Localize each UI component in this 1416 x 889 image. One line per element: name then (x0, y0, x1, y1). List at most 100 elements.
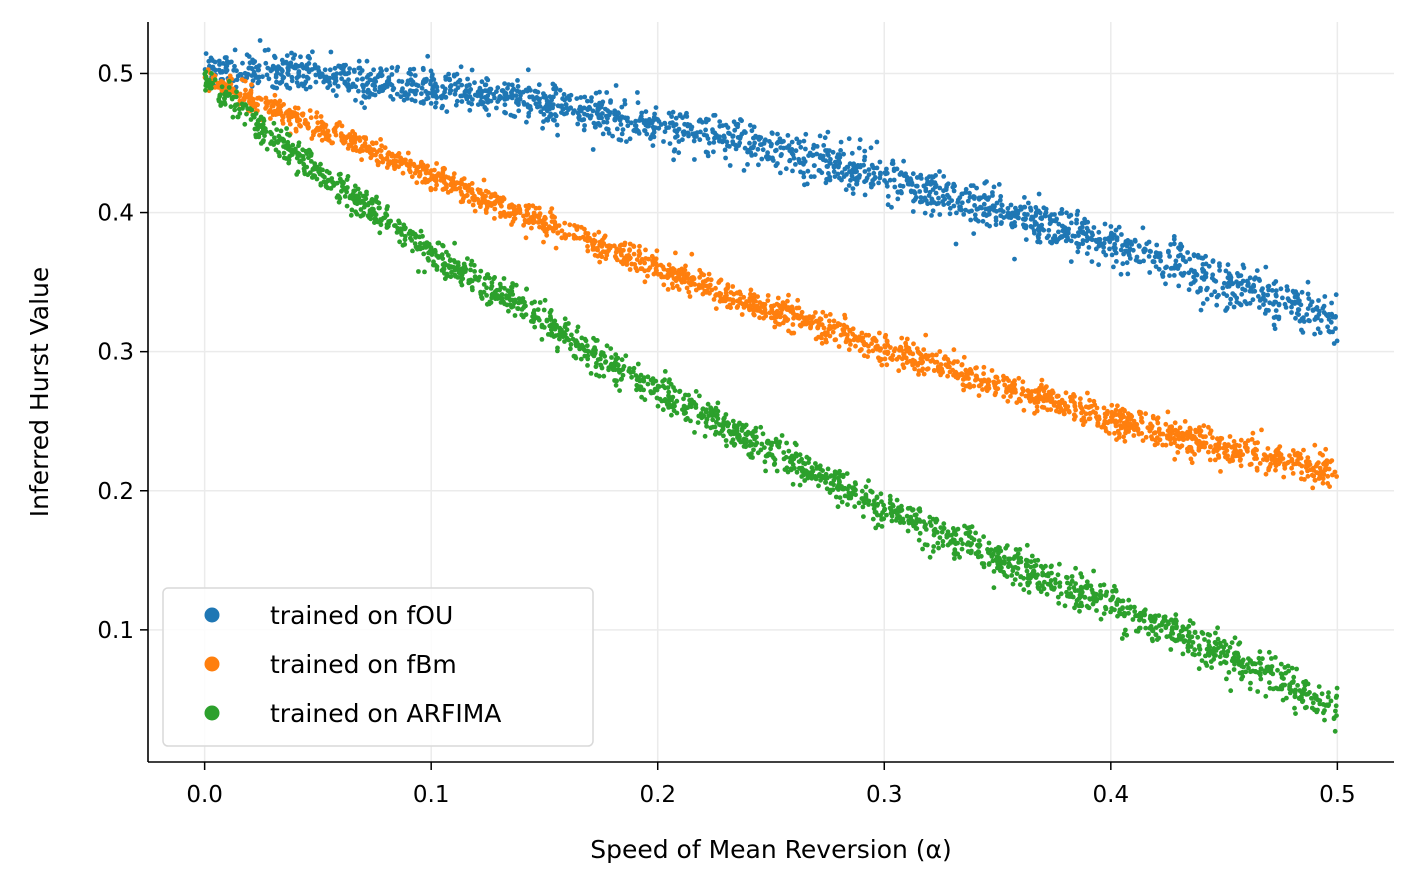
data-point (1329, 300, 1334, 306)
data-point (1237, 640, 1243, 646)
data-point (322, 67, 328, 73)
data-point (1180, 651, 1186, 657)
data-point (1059, 223, 1065, 229)
data-point (544, 108, 550, 114)
data-point (1228, 688, 1234, 694)
data-point (885, 202, 891, 208)
data-point (538, 109, 544, 115)
data-point (804, 454, 810, 460)
data-point (1250, 297, 1256, 303)
data-point (1147, 270, 1153, 275)
data-point (1008, 202, 1014, 208)
data-point (937, 169, 942, 174)
data-point (1010, 380, 1016, 386)
data-point (1105, 408, 1110, 414)
data-point (829, 473, 834, 478)
data-point (613, 255, 619, 261)
data-point (914, 175, 920, 180)
data-point (786, 292, 791, 298)
data-point (1034, 404, 1040, 410)
data-point (803, 131, 809, 137)
data-point (555, 103, 561, 109)
data-point (1187, 256, 1193, 262)
data-point (1290, 448, 1296, 453)
data-point (1234, 295, 1240, 301)
data-point (287, 153, 293, 159)
data-point (356, 58, 362, 64)
data-point (1176, 283, 1182, 289)
data-point (1055, 594, 1061, 600)
data-point (281, 150, 287, 156)
data-point (1227, 273, 1233, 278)
data-point (242, 78, 248, 84)
data-point (501, 196, 507, 202)
data-point (372, 92, 378, 98)
data-point (1123, 627, 1128, 633)
data-point (290, 142, 296, 148)
data-point (1140, 438, 1146, 443)
data-point (1157, 254, 1163, 260)
data-point (1102, 221, 1108, 227)
data-point (1295, 683, 1300, 688)
data-point (968, 183, 974, 189)
data-point (826, 171, 831, 176)
data-point (1210, 435, 1215, 441)
data-point (993, 390, 999, 396)
data-point (1203, 653, 1208, 659)
data-point (683, 263, 688, 269)
data-point (1175, 443, 1180, 449)
data-point (1150, 259, 1156, 264)
data-point (447, 77, 453, 83)
data-point (796, 159, 802, 164)
data-point (551, 102, 556, 107)
data-point (1035, 226, 1041, 232)
data-point (610, 133, 615, 139)
data-point (482, 198, 488, 204)
data-point (787, 148, 793, 154)
data-point (676, 126, 682, 132)
data-point (797, 452, 803, 458)
data-point (359, 157, 364, 163)
data-point (1261, 457, 1266, 462)
data-point (949, 198, 955, 204)
data-point (613, 249, 619, 255)
data-point (495, 85, 501, 91)
data-point (1106, 431, 1112, 436)
data-point (272, 92, 278, 98)
data-point (299, 81, 305, 87)
data-point (784, 145, 790, 151)
data-point (901, 158, 906, 164)
data-point (901, 352, 907, 357)
data-point (552, 219, 558, 225)
data-point (1090, 601, 1096, 607)
data-point (540, 226, 546, 232)
data-point (1039, 377, 1045, 383)
data-point (801, 315, 806, 321)
data-point (1198, 444, 1203, 450)
data-point (484, 293, 489, 298)
data-point (233, 94, 239, 100)
data-point (408, 169, 413, 175)
data-point (994, 200, 1000, 206)
data-point (923, 188, 929, 194)
data-point (884, 338, 890, 344)
data-point (1112, 430, 1117, 436)
data-point (326, 138, 332, 143)
data-point (831, 323, 837, 329)
data-point (693, 389, 699, 394)
data-point (409, 174, 415, 180)
data-point (1052, 400, 1058, 405)
data-points (202, 38, 1340, 734)
data-point (293, 113, 298, 119)
data-point (777, 136, 783, 142)
data-point (910, 362, 915, 368)
data-point (997, 197, 1003, 203)
data-point (1172, 456, 1178, 462)
data-point (959, 546, 965, 552)
data-point (1317, 701, 1323, 707)
data-point (361, 88, 366, 94)
data-point (1109, 402, 1115, 408)
data-point (1215, 636, 1221, 642)
data-point (1052, 212, 1057, 217)
data-point (1140, 225, 1146, 231)
